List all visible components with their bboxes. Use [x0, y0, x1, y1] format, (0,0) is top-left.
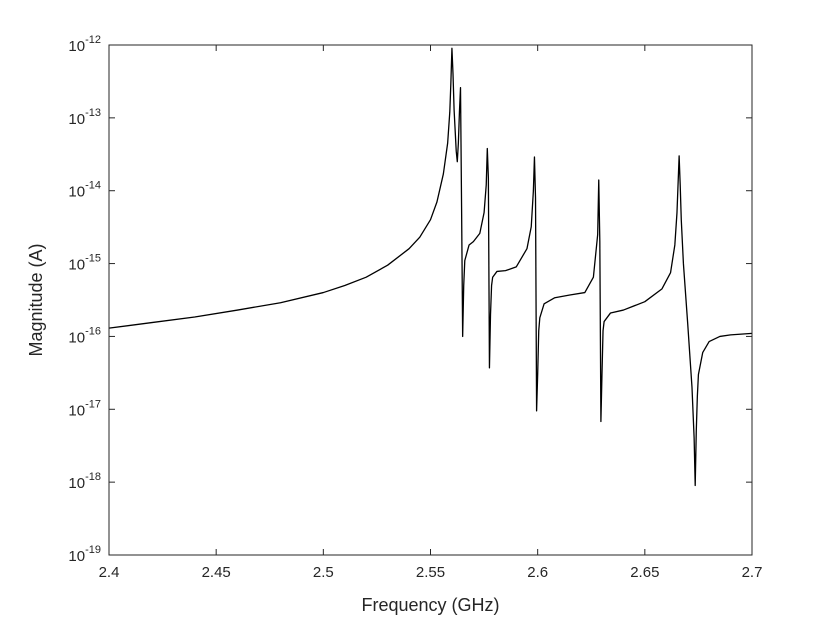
- x-tick-label: 2.7: [742, 564, 763, 581]
- x-tick-label: 2.4: [99, 564, 120, 581]
- y-tick-label: 10-15: [68, 253, 101, 274]
- x-tick-label: 2.5: [313, 564, 334, 581]
- x-axis-label: Frequency (GHz): [361, 595, 499, 615]
- y-tick-label: 10-17: [68, 398, 101, 419]
- y-axis: 10-19 10-18 10-17 10-16 10-15 10-14 10-13 10-12: [68, 34, 752, 565]
- plot-area: [109, 45, 752, 555]
- y-axis-label: Magnitude (A): [26, 243, 46, 356]
- x-tick-label: 2.65: [630, 564, 659, 581]
- x-axis: 2.4 2.45 2.5 2.55 2.6 2.65 2.7: [99, 45, 763, 581]
- x-tick-label: 2.55: [416, 564, 445, 581]
- y-tick-label: 10-13: [68, 107, 101, 128]
- y-tick-label: 10-14: [68, 180, 101, 201]
- y-tick-label: 10-19: [68, 544, 101, 565]
- series-layer: [108, 47, 753, 487]
- y-tick-label: 10-12: [68, 34, 101, 55]
- x-tick-label: 2.6: [527, 564, 548, 581]
- series-line-0: [108, 47, 753, 487]
- y-tick-label: 10-16: [68, 325, 101, 346]
- x-tick-label: 2.45: [202, 564, 231, 581]
- plot-background: [109, 45, 752, 555]
- y-tick-label: 10-18: [68, 471, 101, 492]
